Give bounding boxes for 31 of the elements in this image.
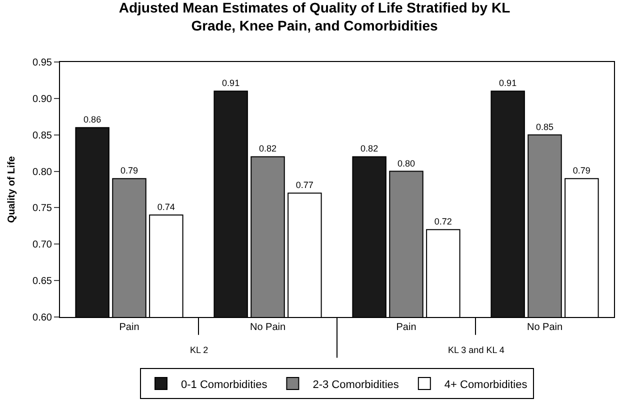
data-label: 0.72 [434,216,452,227]
y-tick-label: 0.65 [32,276,52,288]
chart-title: Adjusted Mean Estimates of Quality of Life Stratified by KL Grade, Knee Pain, and Comorbidities [118,0,511,34]
x-tick-label: No Pain [526,322,563,333]
data-label: 0.77 [296,180,314,190]
text: KL 2 [190,345,208,355]
x-tick-label: Pain [396,322,416,333]
data-label: 0.79 [120,166,138,176]
y-tick-label: 0.70 [32,240,52,251]
data-label: 0.91 [222,78,240,88]
legend-label: 2-3 Comorbidities [312,378,400,391]
y-tick-label: 0.60 [32,312,52,324]
legend-label: 4+ Comorbidities [444,378,528,391]
x-tick-label: Pain [119,322,140,333]
data-label: 0.82 [258,144,277,154]
y-axis-title: Quality of Life [6,156,18,223]
y-tick-label: 0.85 [32,130,52,142]
data-label: 0.85 [536,122,554,132]
y-tick-label: 0.95 [32,58,52,68]
y-tick-label: 0.75 [32,203,52,214]
data-label: 0.86 [84,114,102,125]
data-label: 0.91 [499,78,517,88]
y-tick-label: 0.90 [32,94,52,105]
data-label: 0.79 [572,166,590,176]
legend-label: 0-1 Comorbidities [181,378,268,391]
text: KL 3 and KL 4 [448,345,504,355]
data-label: 0.74 [157,202,175,212]
x-tick-label: No Pain [250,322,286,333]
data-label: 0.80 [397,158,416,168]
data-label: 0.82 [360,144,378,154]
y-tick-label: 0.80 [32,166,52,178]
